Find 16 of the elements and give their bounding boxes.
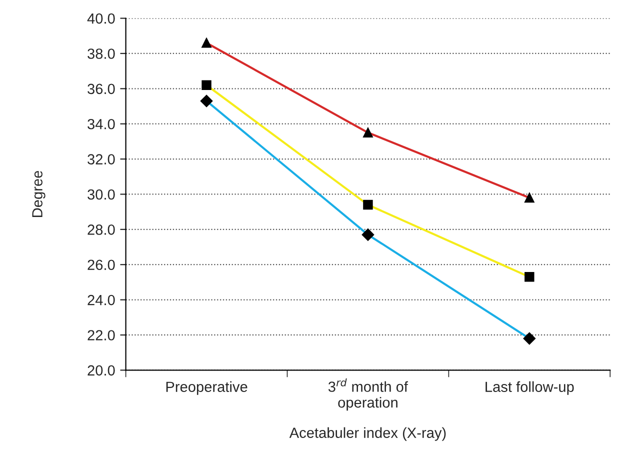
y-axis-title: Degree [32, 170, 46, 217]
y-tick-label: 28.0 [88, 224, 115, 235]
y-tick-label: 24.0 [88, 294, 115, 306]
y-tick-label: 20.0 [88, 365, 115, 376]
y-tick-label: 40.0 [87, 13, 115, 24]
y-tick-label: 22.0 [88, 330, 115, 340]
x-tick-label: 3$^{rd}$ month of operation [328, 378, 408, 411]
y-tick-label: 32.0 [88, 154, 115, 164]
y-tick-label: 38.0 [88, 48, 115, 59]
y-tick-label: 34.0 [88, 118, 115, 130]
x-tick-label: Last follow-up [486, 381, 574, 395]
y-tick-label: 26.0 [88, 260, 115, 270]
x-axis-title: Acetabuler index (X-ray) [289, 427, 446, 441]
y-tick-label: 30.0 [88, 189, 115, 200]
x-tick-label: Preoperative [166, 381, 248, 395]
y-tick-label: 36.0 [88, 84, 115, 94]
